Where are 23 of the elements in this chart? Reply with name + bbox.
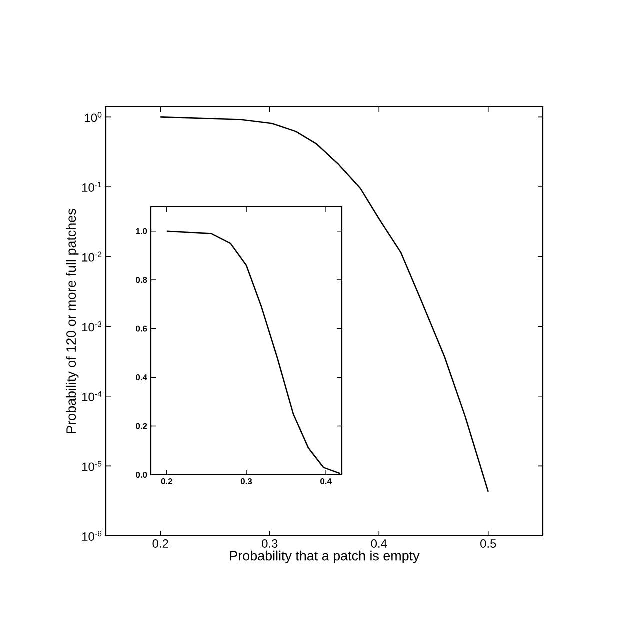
y-tick-label: 1.0 <box>136 228 148 234</box>
y-tick-label: 10$^{-5}$ <box>82 461 102 472</box>
y-tick-label: 10$^{0}$ <box>85 112 102 122</box>
x-axis-title: Probability that a patch is empty <box>230 550 420 564</box>
y-tick-label: 10$^{-4}$ <box>82 391 102 402</box>
y-tick-label: 0.0 <box>136 472 148 478</box>
y-tick-label: 0.2 <box>136 423 148 430</box>
x-tick-label: 0.4 <box>371 540 388 548</box>
y-tick-label: 10$^{-3}$ <box>82 322 102 332</box>
y-tick-label: 10$^{-6}$ <box>82 530 102 542</box>
y-tick-label: 0.8 <box>136 277 148 284</box>
x-tick-label: 0.3 <box>262 540 278 548</box>
y-axis-title: Probability of 120 or more full patches <box>66 209 79 434</box>
y-tick-label: 0.6 <box>136 326 148 332</box>
x-tick-label: 0.2 <box>161 478 172 485</box>
x-tick-label: 0.2 <box>152 540 168 548</box>
y-tick-label: 10$^{-2}$ <box>82 252 102 262</box>
y-tick-label: 0.4 <box>136 374 148 381</box>
x-tick-label: 0.4 <box>320 478 332 485</box>
x-tick-label: 0.3 <box>240 478 252 485</box>
x-tick-label: 0.5 <box>480 540 496 548</box>
y-tick-label: 10$^{-1}$ <box>82 182 102 192</box>
line-series <box>160 116 490 492</box>
